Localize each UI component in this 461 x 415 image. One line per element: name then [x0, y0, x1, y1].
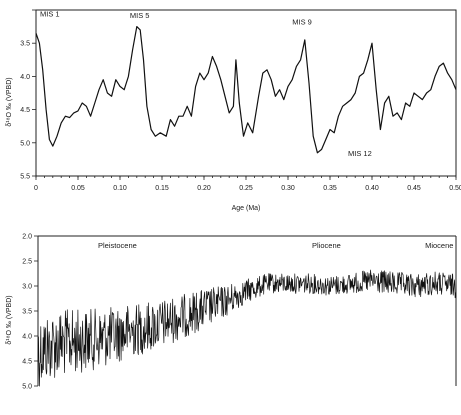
- bottom-series: [37, 269, 457, 387]
- top-annotations: MIS 1 MIS 5 MIS 9 MIS 12: [40, 10, 372, 158]
- top-x-tick-label: 0.30: [281, 185, 295, 192]
- bottom-annotations: Pleistocene Pliocene Miocene: [98, 241, 453, 250]
- top-series-line: [35, 26, 457, 154]
- bottom-series-line: [37, 269, 457, 387]
- bottom-epoch-label: Pleistocene: [98, 241, 137, 250]
- bottom-chart: 2.0 2.5 3.0 3.5 4.0 4.5 5.0 Pleistocene Pliocen…: [6, 234, 457, 391]
- bottom-y-tick-label: 2.0: [22, 234, 32, 241]
- top-x-tick-label: 0.05: [71, 185, 85, 192]
- bottom-y-tick-label: 4.5: [22, 359, 32, 366]
- bottom-ticks: 2.0 2.5 3.0 3.5 4.0 4.5 5.0: [22, 234, 38, 391]
- bottom-y-tick-label: 3.0: [22, 284, 32, 291]
- top-x-tick-label: 0.35: [323, 185, 337, 192]
- bottom-y-tick-label: 3.5: [22, 309, 32, 316]
- bottom-epoch-label: Pliocene: [312, 241, 341, 250]
- top-series: [35, 26, 457, 154]
- top-y-tick-label: 5.0: [20, 140, 30, 147]
- top-chart: 0 0.05 0.10 0.15 0.20 0.25 0.30 0.35 0.40 0.45 0.5…: [6, 9, 461, 212]
- top-axes: [35, 9, 457, 177]
- bottom-y-axis-title: δ¹⁸O ‰ (VPBD): [6, 295, 13, 344]
- top-y-axis-title: δ¹⁸O ‰ (VPBD): [6, 77, 13, 126]
- top-annotation: MIS 1: [40, 10, 60, 19]
- top-x-tick-label: 0.20: [197, 185, 211, 192]
- bottom-axes: [37, 235, 457, 386]
- top-plot-frame: [35, 9, 457, 177]
- bottom-y-tick-label: 4.0: [22, 334, 32, 341]
- top-x-axis-title: Age (Ma): [232, 205, 261, 212]
- top-x-tick-label: 0.10: [113, 185, 127, 192]
- top-x-tick-label: 0: [34, 185, 38, 192]
- top-annotation: MIS 5: [130, 11, 150, 20]
- top-annotation: MIS 12: [348, 149, 372, 158]
- bottom-y-tick-label: 2.5: [22, 259, 32, 266]
- bottom-epoch-label: Miocene: [425, 241, 453, 250]
- top-x-tick-label: 0.25: [239, 185, 253, 192]
- top-x-tick-label: 0.50: [449, 185, 461, 192]
- bottom-y-tick-label: 5.0: [22, 384, 32, 391]
- top-y-tick-label: 4.0: [20, 74, 30, 81]
- top-y-tick-label: 5.5: [20, 174, 30, 181]
- top-x-tick-label: 0.40: [365, 185, 379, 192]
- top-x-tick-label: 0.15: [155, 185, 169, 192]
- top-annotation: MIS 9: [292, 18, 312, 27]
- top-y-tick-label: 3.5: [20, 41, 30, 48]
- top-x-tick-label: 0.45: [407, 185, 421, 192]
- top-y-tick-label: 4.5: [20, 107, 30, 114]
- top-ticks: 0 0.05 0.10 0.15 0.20 0.25 0.30 0.35 0.40 0.45 0.5…: [20, 9, 461, 192]
